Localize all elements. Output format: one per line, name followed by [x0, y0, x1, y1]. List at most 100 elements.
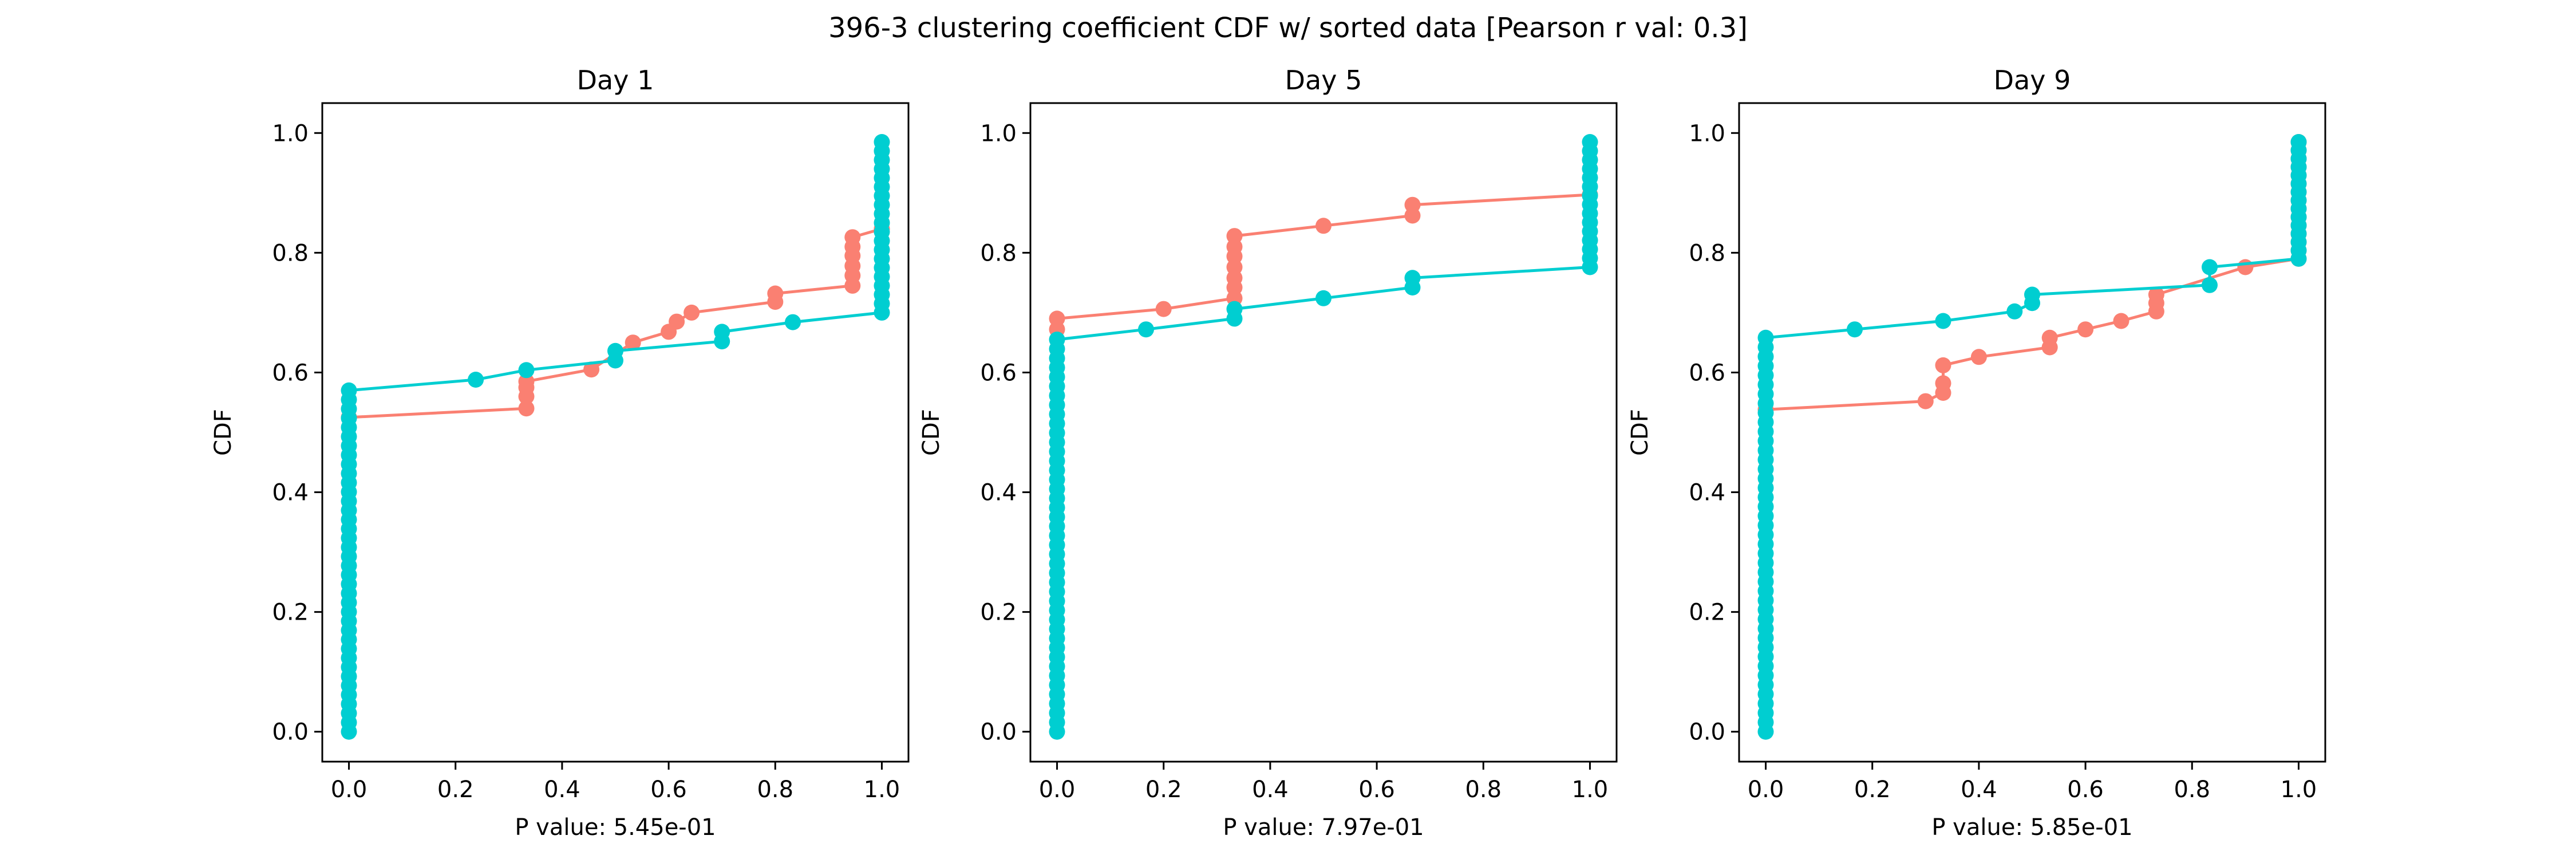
x-tick-label: 0.8 [757, 777, 793, 803]
data-point [1404, 270, 1421, 286]
data-point [785, 314, 801, 330]
y-tick-label: 0.2 [272, 600, 309, 626]
x-tick-label: 0.8 [2174, 777, 2210, 803]
data-point [669, 313, 685, 330]
data-point [2041, 329, 2058, 346]
x-tick-label: 0.6 [2067, 777, 2104, 803]
y-tick-label: 1.0 [1689, 120, 1725, 147]
data-point [1404, 196, 1421, 213]
y-tick-label: 0.6 [272, 360, 309, 386]
y-tick-label: 0.8 [272, 240, 309, 266]
data-point [518, 400, 535, 417]
data-point [1935, 313, 1951, 329]
series-2 [341, 134, 890, 740]
x-tick-label: 0.6 [1358, 777, 1395, 803]
subplot-title: Day 9 [1994, 65, 2071, 96]
data-point [1226, 301, 1243, 317]
x-tick-label: 1.0 [2281, 777, 2317, 803]
x-axis-label: P value: 5.85e-01 [1931, 814, 2132, 841]
data-point [1049, 332, 1065, 348]
data-point [625, 334, 641, 351]
data-point [767, 285, 784, 302]
data-point [714, 324, 730, 340]
y-tick-label: 1.0 [272, 120, 309, 147]
data-point [2077, 321, 2094, 338]
y-tick-label: 1.0 [980, 120, 1017, 147]
data-point [2237, 259, 2254, 275]
x-tick-label: 0.4 [1961, 777, 1997, 803]
y-tick-label: 0.8 [1689, 240, 1725, 266]
y-tick-label: 0.6 [980, 360, 1017, 386]
data-point [2024, 286, 2040, 303]
series-2 [1757, 134, 2307, 740]
y-axis-label: CDF [918, 409, 945, 456]
y-tick-label: 0.4 [980, 480, 1017, 506]
plot-frame [321, 102, 910, 763]
data-point [844, 229, 861, 246]
data-point [607, 342, 623, 359]
data-point [1935, 357, 1951, 373]
data-point [2202, 277, 2218, 293]
data-point [2006, 303, 2023, 320]
x-tick-label: 0.6 [650, 777, 687, 803]
subplot-day-3: Day 9 P value: 5.85e-01 CDF 0.0 0.2 0.4 0.6 0.8… [1627, 65, 2326, 841]
y-tick-label: 0.4 [1689, 480, 1725, 506]
x-tick-label: 0.2 [1854, 777, 1891, 803]
x-tick-label: 0.0 [1748, 777, 1784, 803]
y-axis-label: CDF [210, 409, 236, 456]
y-tick-label: 0.2 [1689, 600, 1725, 626]
y-tick-label: 0.2 [980, 600, 1017, 626]
data-point [1315, 290, 1332, 306]
y-tick-label: 0.0 [980, 719, 1017, 746]
data-point [1315, 218, 1332, 234]
x-tick-label: 0.4 [544, 777, 580, 803]
y-tick-label: 0.0 [1689, 719, 1725, 746]
data-point [874, 134, 890, 150]
data-point [518, 373, 535, 390]
subplots: Day 1 P value: 5.45e-01 CDF 0.0 0.2 0.4 0.6 0.8… [210, 65, 2326, 841]
data-point [1138, 321, 1154, 338]
x-axis-label: P value: 7.97e-01 [1223, 814, 1424, 841]
data-point [1049, 310, 1065, 327]
subplot-title: Day 1 [577, 65, 654, 96]
y-axis-label: CDF [1627, 409, 1653, 456]
x-tick-label: 0.2 [1145, 777, 1182, 803]
y-tick-label: 0.0 [272, 719, 309, 746]
data-point [2290, 134, 2307, 150]
series-1 [341, 220, 890, 425]
data-point [583, 361, 600, 378]
subplot-day-2: Day 5 P value: 7.97e-01 CDF 0.0 0.2 0.4 0.6 0.8… [918, 65, 1618, 841]
plot-frame [1738, 102, 2326, 763]
x-tick-label: 1.0 [1572, 777, 1609, 803]
data-point [1757, 329, 1774, 346]
x-tick-label: 0.0 [331, 777, 368, 803]
data-point [518, 362, 535, 379]
data-point [1582, 134, 1598, 150]
data-point [1226, 228, 1243, 245]
data-point [2113, 313, 2129, 329]
series-2 [1049, 134, 1598, 740]
data-point [1917, 393, 1934, 409]
data-point [683, 304, 700, 321]
y-tick-label: 0.8 [980, 240, 1017, 266]
plot-frame [1029, 102, 1618, 763]
data-point [2202, 259, 2218, 275]
x-tick-label: 1.0 [864, 777, 900, 803]
data-point [1847, 321, 1863, 338]
x-tick-label: 0.4 [1252, 777, 1289, 803]
data-point [341, 382, 357, 399]
data-point [2148, 286, 2164, 303]
data-point [1935, 375, 1951, 392]
data-point [1970, 349, 1987, 365]
subplot-day-1: Day 1 P value: 5.45e-01 CDF 0.0 0.2 0.4 0.6 0.8… [210, 65, 910, 841]
subplot-title: Day 5 [1285, 65, 1362, 96]
data-point [468, 372, 484, 388]
x-tick-label: 0.2 [437, 777, 474, 803]
y-tick-label: 0.6 [1689, 360, 1725, 386]
x-tick-label: 0.8 [1465, 777, 1502, 803]
x-axis-label: P value: 5.45e-01 [515, 814, 716, 841]
y-tick-label: 0.4 [272, 480, 309, 506]
x-tick-label: 0.0 [1039, 777, 1076, 803]
